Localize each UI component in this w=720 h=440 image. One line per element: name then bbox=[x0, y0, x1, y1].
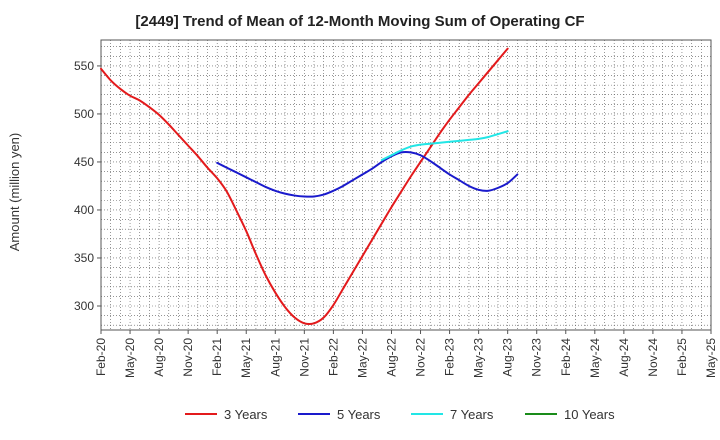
x-tick-label: Nov-22 bbox=[414, 338, 428, 377]
series-line-5-years bbox=[216, 150, 519, 198]
legend-label-10-years: 10 Years bbox=[564, 407, 615, 422]
y-tick-label: 350 bbox=[74, 251, 94, 265]
x-tick-label: Feb-22 bbox=[326, 338, 340, 376]
y-tick-label: 550 bbox=[74, 59, 94, 73]
y-tick-label: 300 bbox=[74, 299, 94, 313]
legend-label-5-years: 5 Years bbox=[337, 407, 381, 422]
legend-label-7-years: 7 Years bbox=[450, 407, 494, 422]
chart-title: [2449] Trend of Mean of 12-Month Moving … bbox=[135, 13, 585, 30]
x-tick-label: Nov-24 bbox=[646, 338, 660, 377]
x-tick-label: May-23 bbox=[472, 338, 486, 378]
x-tick-label: Feb-20 bbox=[94, 338, 108, 376]
x-tick-label: May-24 bbox=[588, 338, 602, 378]
x-tick-label: Aug-20 bbox=[152, 338, 166, 377]
x-tick-label: May-25 bbox=[704, 338, 718, 378]
series-line-7-years bbox=[380, 130, 509, 162]
x-tick-label: Aug-22 bbox=[384, 338, 398, 377]
x-tick-label: May-21 bbox=[239, 338, 253, 378]
y-tick-label: 500 bbox=[74, 107, 94, 121]
grid-layer bbox=[101, 40, 711, 330]
x-tick-label: Nov-23 bbox=[530, 338, 544, 377]
series-line-3-years bbox=[100, 47, 509, 325]
x-tick-label: Feb-25 bbox=[675, 338, 689, 376]
x-axis-ticks: Feb-20 May-20 Aug-20 Nov-20 Feb-21 May-21 Aug-… bbox=[94, 330, 718, 378]
x-tick-label: Aug-21 bbox=[268, 338, 282, 377]
x-tick-label: Feb-24 bbox=[559, 338, 573, 376]
x-tick-label: Feb-21 bbox=[210, 338, 224, 376]
x-tick-label: Feb-23 bbox=[443, 338, 457, 376]
x-tick-label: Nov-21 bbox=[297, 338, 311, 377]
x-tick-label: Aug-24 bbox=[617, 338, 631, 377]
y-tick-label: 400 bbox=[74, 203, 94, 217]
x-tick-label: May-20 bbox=[123, 338, 137, 378]
series-layer bbox=[100, 47, 519, 325]
y-axis-ticks: 300 350 400 450 500 550 bbox=[74, 59, 101, 313]
x-tick-label: May-22 bbox=[355, 338, 369, 378]
x-tick-label: Nov-20 bbox=[181, 338, 195, 377]
y-axis-label: Amount (million yen) bbox=[7, 133, 22, 252]
y-tick-label: 450 bbox=[74, 155, 94, 169]
legend-label-3-years: 3 Years bbox=[224, 407, 268, 422]
x-tick-label: Aug-23 bbox=[501, 338, 515, 377]
plot-frame bbox=[100, 39, 712, 331]
legend: 3 Years 5 Years 7 Years 10 Years bbox=[185, 407, 615, 422]
